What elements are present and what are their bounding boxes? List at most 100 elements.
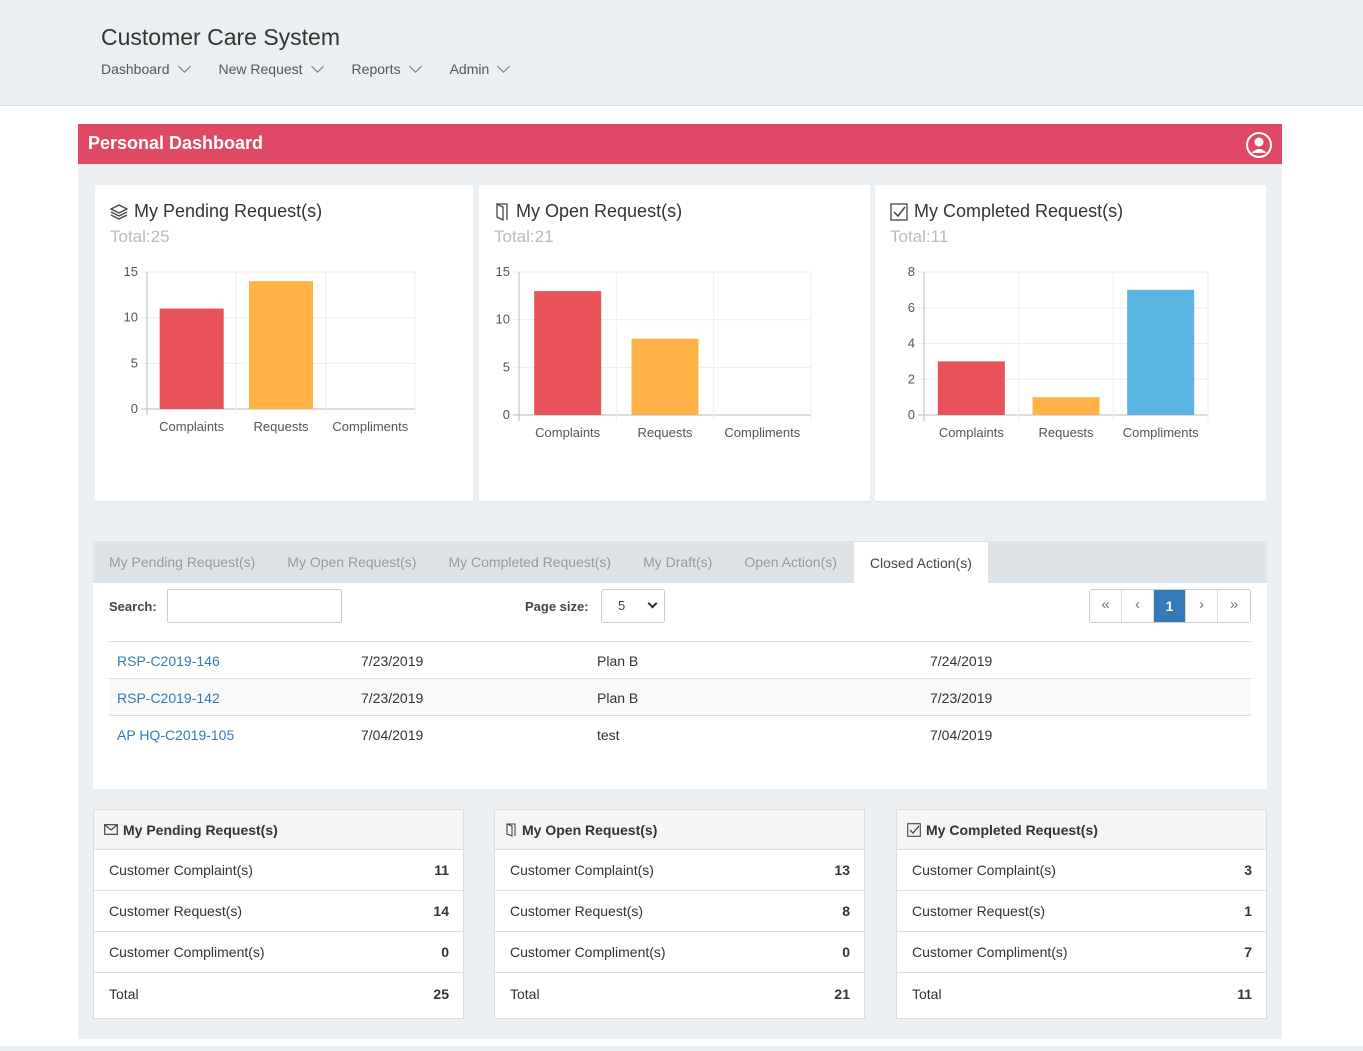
summary-label: Total (912, 985, 942, 1002)
summary-value: 0 (441, 944, 449, 960)
completed-bar-chart: 0 2 4 6 8 Complaints Requests Compliments (908, 264, 1209, 440)
summary-title: My Pending Request(s) (123, 821, 278, 838)
chart-card-pending: My Pending Request(s) Total:25 0 5 10 15 Com… (95, 185, 473, 501)
summary-row: Customer Request(s) 1 (897, 891, 1266, 932)
tab-closed-actions[interactable]: Closed Action(s) (852, 541, 989, 583)
summary-value: 11 (434, 862, 449, 878)
y-tick-label: 2 (908, 371, 915, 386)
summary-value: 3 (1244, 862, 1252, 878)
summary-row: Total 21 (495, 973, 864, 1014)
table-row: RSP-C2019-142 7/23/2019 Plan B 7/23/2019 (109, 679, 1251, 716)
summary-label: Customer Complaint(s) (109, 862, 253, 878)
action-name: Plan B (597, 690, 639, 706)
main-nav: Dashboard New Request Reports Admin (101, 60, 538, 77)
bar-complaints (159, 308, 224, 409)
summary-row: Total 25 (94, 973, 463, 1014)
request-ref-link[interactable]: RSP-C2019-142 (117, 690, 220, 706)
tab-open-requests[interactable]: My Open Request(s) (287, 554, 417, 570)
bar-complaints (937, 361, 1005, 415)
y-tick-label: 10 (496, 312, 510, 327)
card-title-text: My Open Request(s) (516, 201, 683, 221)
card-title: My Completed Request(s) (890, 201, 1123, 222)
nav-label: Reports (351, 61, 401, 77)
summary-row: Total 11 (897, 973, 1266, 1014)
bar-requests (631, 338, 699, 415)
pager-first-button[interactable]: « (1090, 590, 1122, 622)
summary-label: Total (109, 985, 139, 1002)
nav-label: Dashboard (101, 61, 170, 77)
personal-dashboard: Personal Dashboard My Pending Request(s)… (78, 124, 1282, 1039)
dashboard-header: Personal Dashboard (78, 124, 1282, 164)
x-tick-label: Requests (1039, 425, 1094, 440)
summary-label: Customer Compliment(s) (109, 944, 265, 960)
summary-row: Customer Request(s) 14 (94, 891, 463, 932)
page-size-value: 5 (618, 598, 626, 613)
chevron-down-icon (177, 60, 191, 73)
nav-label: Admin (449, 61, 490, 77)
summary-completed: My Completed Request(s) Customer Complai… (896, 809, 1267, 1019)
summary-value: 13 (834, 862, 850, 878)
open-bar-chart: 0 5 10 15 Complaints Requests Compliments (496, 264, 812, 440)
summary-value: 11 (1237, 985, 1252, 1002)
nav-label: New Request (218, 61, 303, 77)
pager-next-button[interactable]: › (1186, 590, 1218, 622)
pager-page-1[interactable]: 1 (1154, 590, 1186, 622)
dashboard-title: Personal Dashboard (88, 133, 264, 153)
y-tick-label: 5 (503, 359, 510, 374)
door-icon (496, 202, 508, 221)
tab-drafts[interactable]: My Draft(s) (643, 554, 713, 570)
search-input[interactable] (167, 589, 342, 623)
summary-value: 21 (834, 985, 850, 1002)
action-name: test (597, 727, 620, 743)
chart-card-open: My Open Request(s) Total:21 0 5 10 15 Compla… (479, 185, 870, 501)
x-tick-label: Complaints (939, 425, 1005, 440)
summary-header: My Completed Request(s) (897, 810, 1266, 850)
card-title-text: My Pending Request(s) (134, 201, 323, 221)
summary-label: Customer Complaint(s) (510, 862, 654, 878)
summary-title: My Completed Request(s) (926, 821, 1098, 838)
request-ref-link[interactable]: AP HQ-C2019-105 (117, 727, 235, 743)
bar-complaints (534, 291, 602, 415)
chevron-down-icon (647, 598, 658, 609)
bar-requests (249, 281, 313, 409)
pager-prev-button[interactable]: ‹ (1122, 590, 1154, 622)
summary-row: Customer Complaint(s) 13 (495, 850, 864, 891)
closed-date: 7/24/2019 (930, 653, 993, 669)
nav-reports[interactable]: Reports (351, 60, 422, 77)
summary-row: Customer Compliment(s) 7 (897, 932, 1266, 973)
tab-completed-requests[interactable]: My Completed Request(s) (448, 554, 612, 570)
summary-row: Customer Complaint(s) 3 (897, 850, 1266, 891)
tab-pending-requests[interactable]: My Pending Request(s) (109, 554, 256, 570)
card-title: My Open Request(s) (494, 201, 682, 222)
chart-card-completed: My Completed Request(s) Total:11 0 2 4 6 8 Co… (875, 185, 1266, 501)
chevron-down-icon (310, 60, 324, 73)
card-title: My Pending Request(s) (110, 201, 322, 222)
pager-last-button[interactable]: » (1218, 590, 1250, 622)
x-tick-label: Compliments (724, 425, 800, 440)
user-profile-icon[interactable] (1246, 132, 1272, 158)
summary-label: Customer Complaint(s) (912, 862, 1056, 878)
summary-value: 25 (433, 985, 449, 1002)
summary-row: Customer Request(s) 8 (495, 891, 864, 932)
closed-actions-table: RSP-C2019-146 7/23/2019 Plan B 7/24/2019… (109, 641, 1251, 753)
summary-pending: My Pending Request(s) Customer Complaint… (93, 809, 464, 1019)
page-size-select[interactable]: 5 (601, 589, 665, 623)
summary-row: Customer Compliment(s) 0 (94, 932, 463, 973)
summary-label: Total (510, 985, 540, 1002)
page-size-label: Page size: (525, 599, 589, 614)
x-tick-label: Requests (254, 419, 309, 434)
request-ref-link[interactable]: RSP-C2019-146 (117, 653, 220, 669)
nav-dashboard[interactable]: Dashboard (101, 60, 191, 77)
closed-date: 7/23/2019 (930, 690, 993, 706)
y-tick-label: 10 (124, 310, 138, 325)
x-tick-label: Complaints (159, 419, 225, 434)
checkbox-icon (890, 202, 908, 221)
nav-admin[interactable]: Admin (449, 60, 511, 77)
top-bar: Customer Care System Dashboard New Reque… (0, 0, 1363, 106)
request-date: 7/23/2019 (361, 690, 424, 706)
tab-open-actions[interactable]: Open Action(s) (744, 554, 837, 570)
bar-requests (1032, 397, 1100, 415)
summary-header: My Open Request(s) (495, 810, 864, 850)
nav-new-request[interactable]: New Request (218, 60, 324, 77)
door-icon (506, 822, 516, 837)
